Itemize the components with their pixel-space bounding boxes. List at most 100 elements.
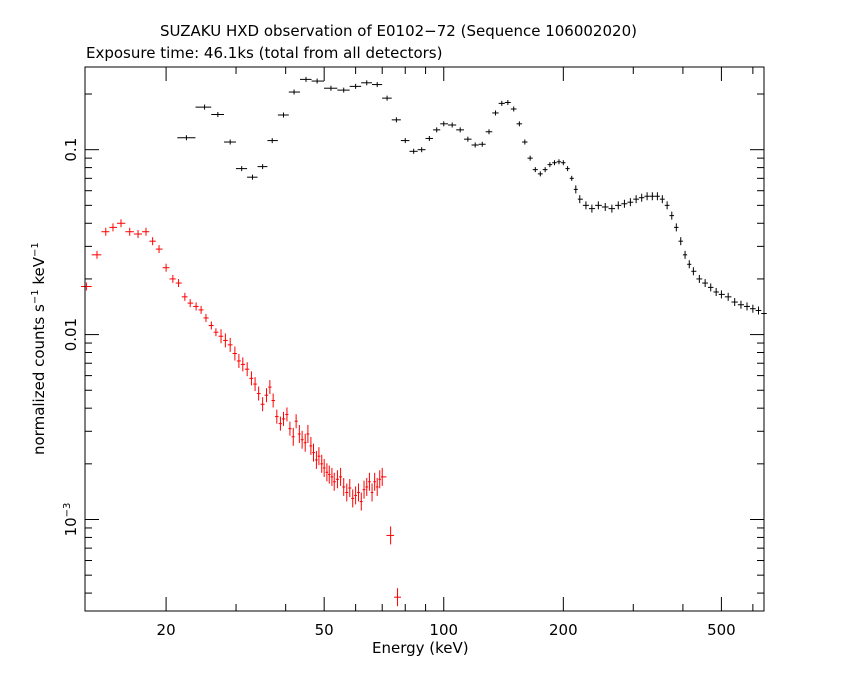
data-point-black bbox=[504, 99, 511, 105]
data-point-black bbox=[361, 80, 372, 86]
x-tick-label: 200 bbox=[549, 621, 578, 639]
data-point-red bbox=[285, 407, 289, 422]
x-tick-label: 500 bbox=[707, 621, 736, 639]
data-point-black bbox=[615, 201, 622, 210]
data-point-black bbox=[433, 127, 441, 133]
data-point-red bbox=[223, 333, 228, 348]
data-point-black bbox=[702, 279, 708, 288]
data-point-red bbox=[386, 526, 395, 545]
data-point-red bbox=[314, 450, 318, 469]
y-tick-label: 0.1 bbox=[62, 138, 80, 162]
data-point-red bbox=[291, 427, 295, 446]
data-point-red bbox=[294, 414, 298, 429]
data-point-red bbox=[357, 483, 360, 502]
data-point-red bbox=[328, 465, 331, 484]
chart-subtitle: Exposure time: 46.1ks (total from all de… bbox=[86, 44, 443, 62]
data-point-black bbox=[649, 192, 655, 201]
data-point-red bbox=[330, 467, 334, 486]
data-point-black bbox=[522, 139, 528, 145]
data-point-black bbox=[696, 274, 703, 283]
data-point-black bbox=[277, 112, 289, 118]
data-point-black bbox=[644, 192, 650, 201]
data-point-black bbox=[516, 121, 523, 127]
data-point-red bbox=[109, 223, 117, 232]
data-point-red bbox=[370, 483, 374, 502]
data-point-red bbox=[325, 463, 329, 482]
data-point-black bbox=[687, 260, 692, 269]
data-point-red bbox=[297, 424, 301, 443]
data-point-black bbox=[464, 136, 472, 142]
data-point-red bbox=[244, 362, 250, 377]
data-point-red bbox=[81, 282, 92, 291]
data-point-black bbox=[527, 155, 533, 161]
data-point-red bbox=[193, 302, 199, 311]
data-point-black bbox=[257, 164, 268, 170]
data-point-red bbox=[187, 299, 194, 308]
data-point-red bbox=[253, 377, 257, 392]
data-point-black bbox=[337, 87, 350, 93]
data-point-black bbox=[224, 139, 236, 145]
data-point-red bbox=[227, 337, 233, 352]
data-point-red bbox=[342, 477, 346, 496]
data-point-red bbox=[322, 458, 326, 477]
data-point-black bbox=[300, 76, 312, 82]
data-point-red bbox=[218, 329, 224, 344]
data-point-red bbox=[333, 472, 336, 491]
data-point-black bbox=[588, 204, 596, 213]
data-point-red bbox=[300, 430, 304, 449]
data-point-red bbox=[249, 371, 254, 386]
data-point-red bbox=[181, 292, 188, 301]
data-point-red bbox=[169, 274, 176, 283]
data-point-black bbox=[565, 166, 570, 172]
data-point-black bbox=[471, 142, 479, 148]
data-point-red bbox=[345, 483, 349, 502]
data-point-red bbox=[348, 479, 352, 498]
data-point-black bbox=[743, 302, 750, 311]
data-point-black bbox=[542, 167, 548, 173]
data-point-red bbox=[281, 411, 286, 426]
data-point-black bbox=[492, 110, 499, 116]
data-point-red bbox=[208, 321, 214, 330]
tick-labels: 20 50 100 200 500 0.1 0.01 10−3 bbox=[62, 138, 736, 639]
data-point-red bbox=[306, 424, 310, 443]
data-point-black bbox=[573, 185, 578, 194]
data-point-black bbox=[537, 171, 543, 177]
data-point-red bbox=[351, 489, 355, 508]
data-point-red bbox=[309, 436, 313, 455]
data-point-red bbox=[240, 357, 245, 372]
data-point-red bbox=[320, 454, 323, 473]
data-point-black bbox=[349, 83, 362, 89]
data-point-red bbox=[91, 250, 102, 259]
data-point-black bbox=[532, 167, 538, 173]
data-point-black bbox=[235, 166, 248, 172]
data-point-red bbox=[378, 470, 381, 489]
data-point-black bbox=[311, 78, 325, 84]
data-point-black bbox=[510, 106, 517, 112]
data-point-red bbox=[394, 588, 401, 607]
data-point-black bbox=[400, 138, 410, 144]
axis-ticks bbox=[85, 67, 764, 611]
data-point-black bbox=[678, 237, 683, 246]
data-point-black bbox=[707, 283, 714, 292]
data-point-red bbox=[213, 328, 219, 337]
data-point-black bbox=[195, 104, 212, 110]
data-point-black bbox=[425, 135, 434, 141]
data-point-black bbox=[601, 202, 609, 211]
data-point-black bbox=[737, 300, 744, 309]
data-point-red bbox=[116, 219, 126, 228]
data-point-black bbox=[659, 195, 665, 204]
series-black bbox=[177, 76, 767, 318]
data-point-black bbox=[552, 160, 557, 166]
data-point-red bbox=[373, 472, 376, 491]
x-axis-label: Energy (keV) bbox=[372, 639, 469, 657]
data-point-red bbox=[256, 386, 261, 401]
data-point-red bbox=[339, 467, 343, 486]
data-point-black bbox=[654, 192, 660, 201]
x-tick-label: 20 bbox=[157, 621, 176, 639]
data-point-red bbox=[271, 393, 275, 408]
data-point-black bbox=[440, 121, 448, 127]
data-point-red bbox=[354, 486, 358, 505]
x-tick-label: 100 bbox=[429, 621, 458, 639]
y-axis-label: normalized counts s−1 keV−1 bbox=[30, 242, 48, 455]
